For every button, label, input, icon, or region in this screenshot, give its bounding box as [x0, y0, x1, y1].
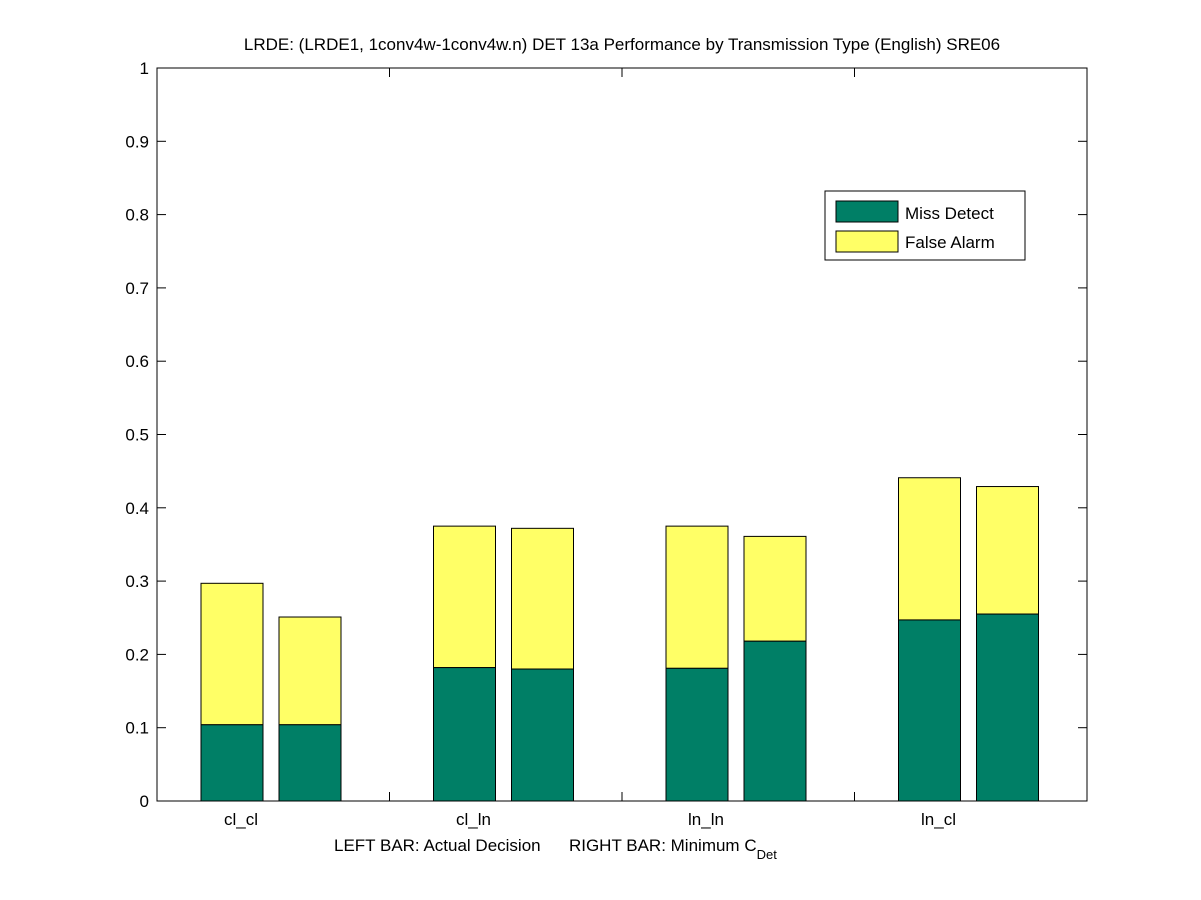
legend: Miss Detect False Alarm: [824, 190, 1026, 261]
bar-miss-detect-minimum-cdet-ln_ln: [743, 640, 807, 802]
y-tick-label: 1: [140, 59, 149, 78]
bar-miss-detect-actual-decision-ln_ln: [665, 667, 729, 802]
x-tick-label: ln_cl: [921, 810, 956, 829]
x-tick-label: cl_ln: [456, 810, 491, 829]
y-axis: 0 0.1 0.2 0.3 0.4 0.5 0.6 0.7 0.8 0.9 1: [125, 59, 1087, 811]
y-tick-label: 0.4: [125, 499, 149, 518]
y-tick-label: 0: [140, 792, 149, 811]
y-tick-label: 0.3: [125, 572, 149, 591]
y-tick-label: 0.7: [125, 279, 149, 298]
x-axis: cl_cl cl_ln ln_ln ln_cl: [224, 68, 956, 829]
bar-false-alarm-minimum-cdet-ln_cl: [976, 486, 1039, 615]
bar-false-alarm-actual-decision-cl_ln: [433, 525, 496, 669]
x-tick-label: cl_cl: [224, 810, 258, 829]
legend-swatch-false-alarm: [835, 230, 899, 253]
legend-label-miss-detect: Miss Detect: [905, 204, 994, 223]
bar-false-alarm-actual-decision-ln_ln: [665, 525, 729, 669]
y-tick-label: 0.1: [125, 719, 149, 738]
bars: [200, 477, 1039, 802]
bar-miss-detect-actual-decision-ln_cl: [898, 619, 961, 802]
y-tick-label: 0.5: [125, 426, 149, 445]
x-axis-label-subscript: Det: [757, 847, 778, 862]
bar-false-alarm-minimum-cdet-cl_cl: [278, 616, 342, 726]
bar-false-alarm-actual-decision-cl_cl: [200, 582, 264, 726]
y-tick-label: 0.2: [125, 645, 149, 664]
x-axis-label: LEFT BAR: Actual Decision RIGHT BAR: Min…: [334, 836, 777, 862]
x-tick-label: ln_ln: [688, 810, 724, 829]
bar-false-alarm-actual-decision-ln_cl: [898, 477, 961, 621]
y-tick-label: 0.9: [125, 132, 149, 151]
legend-label-false-alarm: False Alarm: [905, 233, 995, 252]
bar-miss-detect-minimum-cdet-cl_cl: [278, 724, 342, 802]
x-axis-label-main: LEFT BAR: Actual Decision RIGHT BAR: Min…: [334, 836, 757, 855]
bar-miss-detect-actual-decision-cl_ln: [433, 667, 496, 802]
bar-miss-detect-minimum-cdet-ln_cl: [976, 613, 1039, 802]
legend-swatch-miss-detect: [835, 200, 899, 223]
bar-false-alarm-minimum-cdet-ln_ln: [743, 535, 807, 642]
bar-miss-detect-actual-decision-cl_cl: [200, 724, 264, 802]
chart-title: LRDE: (LRDE1, 1conv4w-1conv4w.n) DET 13a…: [244, 35, 1000, 54]
bar-false-alarm-minimum-cdet-cl_ln: [511, 527, 574, 670]
bar-miss-detect-minimum-cdet-cl_ln: [511, 668, 574, 802]
y-tick-label: 0.6: [125, 352, 149, 371]
y-tick-label: 0.8: [125, 206, 149, 225]
